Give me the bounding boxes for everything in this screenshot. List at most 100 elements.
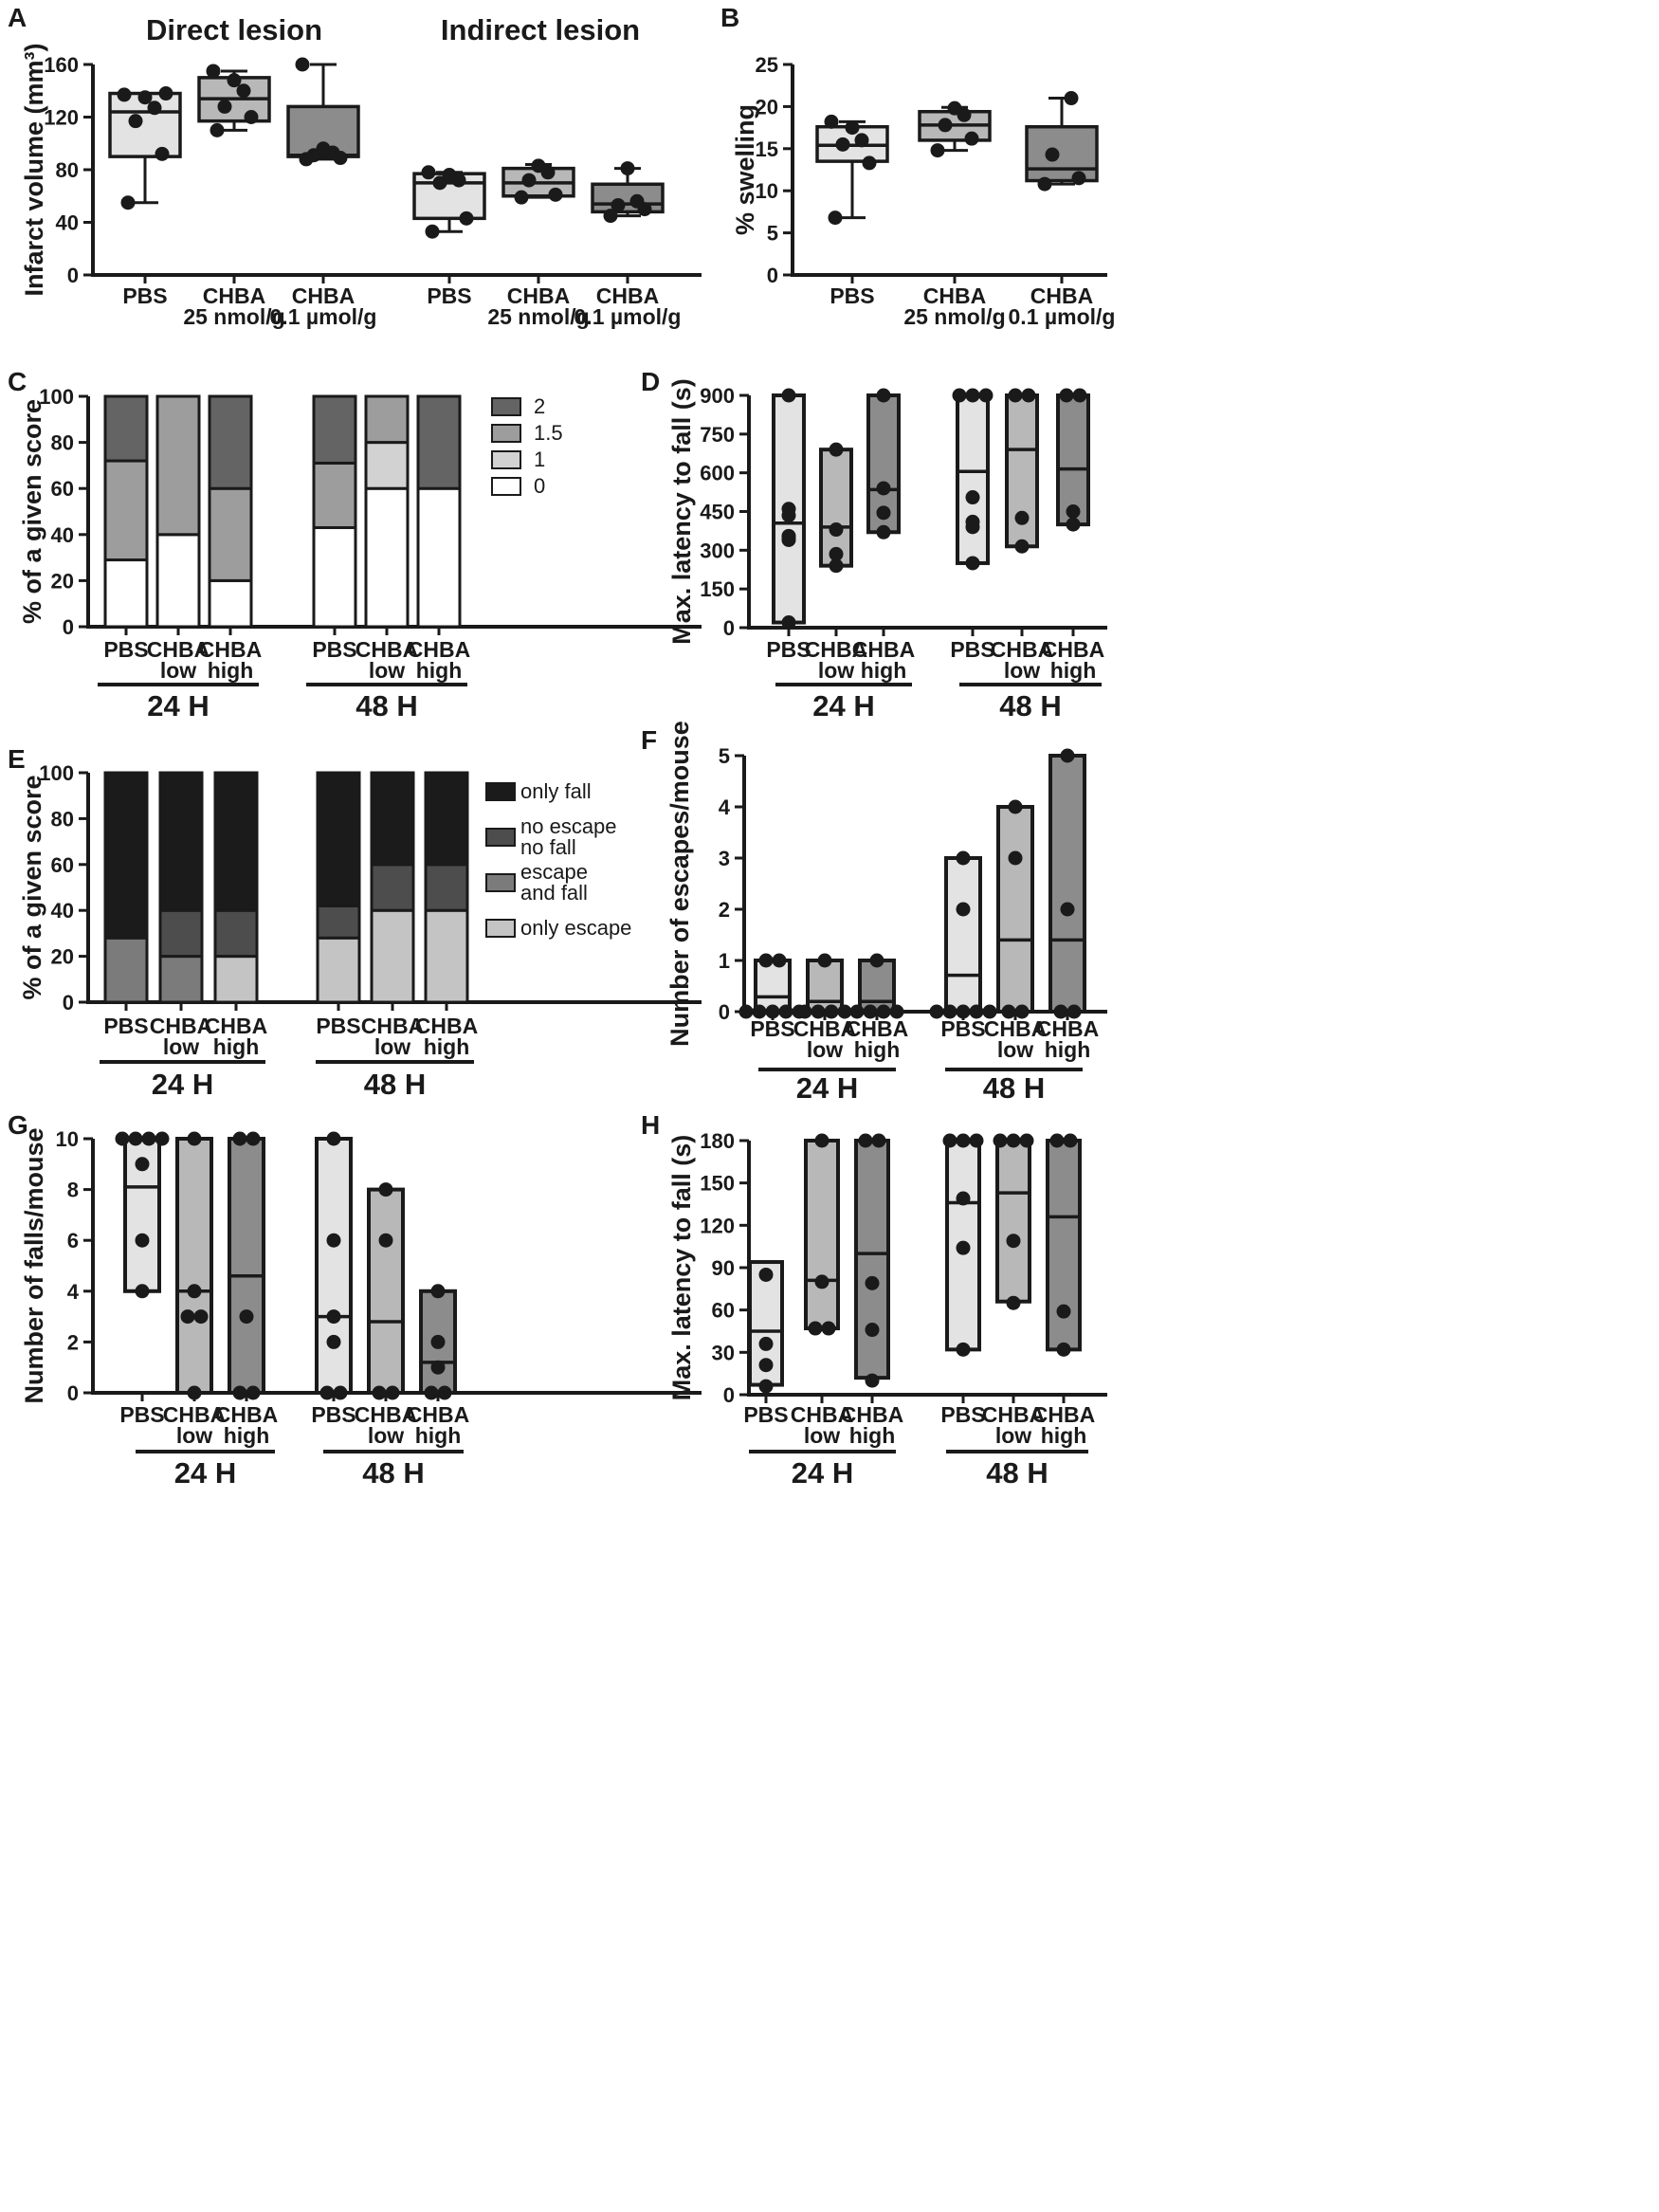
C-legend-swatch [491,397,521,416]
F-data-point [956,1004,971,1019]
E-y-tick-label: 100 [39,761,74,785]
A-data-point [611,197,626,212]
D-data-point [965,388,980,403]
F-category-label: CHBA [846,1016,908,1041]
G-data-point [385,1385,400,1400]
A-y-tick-label: 40 [56,211,79,235]
E-category-label: CHBA [415,1014,478,1038]
E-category-label: PBS [103,1014,148,1038]
F-data-point [772,953,787,968]
H-y-tick-label: 0 [723,1383,735,1407]
F-y-tick-label: 3 [719,847,730,870]
A-section-title: Indirect lesion [441,13,640,46]
A-data-point [206,64,221,79]
C-bar-segment [208,486,253,582]
B-data-point [854,133,869,148]
A-data-point [244,110,259,124]
D-y-tick-label: 750 [700,423,735,447]
H-data-point [758,1358,774,1373]
H-data-point [858,1133,873,1148]
F-data-point [1053,1004,1068,1019]
G-y-tick-label: 4 [67,1280,80,1304]
D-group-label: 48 H [999,689,1061,722]
B-data-point [938,118,953,133]
E-y-tick-label: 60 [51,853,74,877]
E-legend-label: escape [520,860,588,884]
H-data-point [758,1336,774,1351]
G-y-tick-label: 6 [67,1229,79,1252]
H-data-point [758,1267,774,1282]
H-group-label: 48 H [986,1456,1048,1490]
G-data-point [424,1385,439,1400]
H-y-tick-label: 150 [700,1172,735,1196]
C-bar-segment [103,459,149,562]
A-data-point [620,161,635,176]
E-legend-swatch [485,919,516,938]
C-legend-swatch [491,424,521,443]
H-category-label: CHBA [841,1402,903,1427]
G-range-bar [315,1137,353,1395]
D-category-label: high [861,658,907,683]
D-data-point [965,490,980,505]
H-data-point [1049,1133,1065,1148]
D-y-axis-label: Max. latency to fall (s) [667,378,696,645]
C-category-label: PBS [103,637,148,662]
E-legend-label: only escape [520,916,631,940]
F-data-point [1066,1004,1082,1019]
H-data-point [821,1321,836,1336]
F-y-tick-label: 5 [719,744,730,768]
H-data-point [814,1274,830,1289]
E-y-tick-label: 80 [51,807,74,831]
C-y-tick-label: 60 [51,477,74,501]
D-data-point [1066,504,1081,519]
C-legend-label: 0 [534,474,545,498]
F-category-label: CHBA [984,1016,1047,1041]
G-data-point [326,1334,341,1349]
C-bar-segment [208,578,253,629]
D-range-bar [956,393,990,565]
H-data-point [865,1373,880,1388]
G-y-tick-label: 10 [56,1127,79,1151]
F-group-label: 48 H [983,1071,1045,1105]
F-range-bar [806,959,844,1014]
G-group-label: 48 H [362,1456,424,1490]
B-data-point [828,210,843,226]
G-data-point [430,1334,446,1349]
F-range-bar [944,856,982,1014]
H-data-point [956,1191,971,1206]
G-data-point [187,1131,202,1146]
E-bar-segment [370,771,415,867]
D-data-point [781,530,796,545]
A-y-tick-label: 80 [56,158,79,182]
C-category-label: high [416,658,463,683]
H-category-label: high [1041,1423,1087,1448]
E-y-axis-label: % of a given score [18,775,46,999]
A-section-title: Direct lesion [146,13,322,46]
D-category-label: PBS [950,637,994,662]
E-legend-label: and fall [520,881,588,905]
G-data-point [319,1385,335,1400]
D-y-tick-label: 600 [700,462,735,485]
H-category-label: CHBA [791,1402,853,1427]
G-data-point [372,1385,387,1400]
H-data-point [871,1133,886,1148]
G-y-tick-label: 0 [67,1381,79,1405]
C-y-tick-label: 80 [51,431,74,455]
F-data-point [982,1004,997,1019]
C-y-tick-label: 100 [39,385,74,409]
H-data-point [865,1323,880,1338]
A-data-point [442,168,457,183]
B-box [1025,124,1099,183]
A-data-point [432,175,447,191]
H-data-point [956,1342,971,1357]
E-category-label: CHBA [361,1014,424,1038]
F-data-point [956,850,971,866]
E-category-label: low [163,1034,199,1059]
F-data-point [1060,902,1075,917]
B-data-point [835,137,850,152]
A-y-tick-label: 160 [44,53,79,77]
G-data-point [326,1233,341,1248]
H-data-point [956,1240,971,1255]
C-category-label: PBS [312,637,356,662]
G-category-label: PBS [311,1402,356,1427]
